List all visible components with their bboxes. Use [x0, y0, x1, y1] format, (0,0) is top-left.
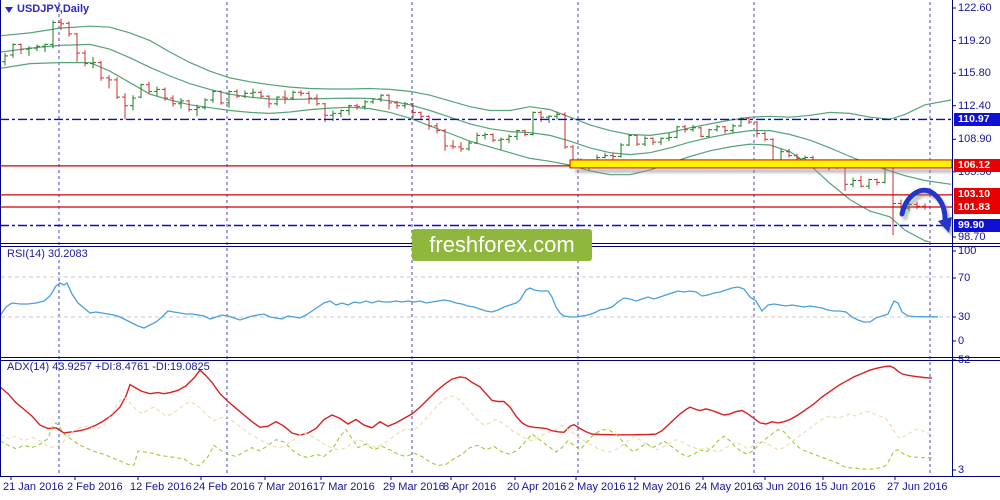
adx-panel[interactable]: [0, 360, 952, 476]
broker-watermark: freshforex.com: [412, 229, 592, 261]
adx-indicator-label: ADX(14) 43.9257 +DI:8.4761 -DI:19.0825: [7, 361, 210, 373]
rsi-indicator-label: RSI(14) 30.2083: [7, 248, 88, 260]
main-chart-panel[interactable]: [0, 0, 952, 243]
chevron-down-icon[interactable]: [5, 7, 13, 13]
chart-left-border: [0, 0, 1, 476]
time-scale[interactable]: [0, 476, 1000, 500]
panel-separator: [0, 360, 1000, 361]
panel-separator: [0, 357, 1000, 358]
price-scale-border: [952, 0, 953, 476]
rsi-panel[interactable]: [0, 246, 952, 357]
price-scale[interactable]: [952, 0, 1000, 476]
symbol-title[interactable]: USDJPY,Daily: [17, 3, 90, 15]
panel-separator: [0, 476, 1000, 477]
